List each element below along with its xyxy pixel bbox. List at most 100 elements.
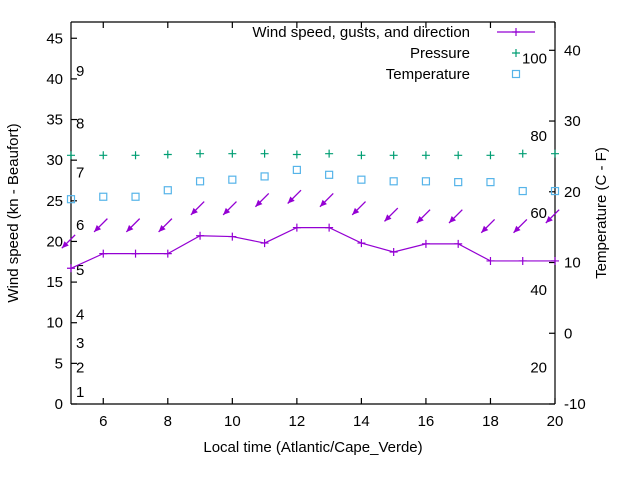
beaufort-label-3: 3 <box>76 335 84 352</box>
y2-tick-label--10: -10 <box>564 396 586 413</box>
wind-direction-arrow-head <box>61 241 69 249</box>
wind-speed-point <box>67 264 75 273</box>
wind-direction-arrow-head <box>223 207 231 215</box>
pressure-point <box>196 149 205 158</box>
temperature-point <box>228 175 237 184</box>
y-tick-label-30: 30 <box>46 152 63 169</box>
pressure-axis-label-60: 60 <box>530 205 547 222</box>
y-tick-label-5: 5 <box>55 355 63 372</box>
temperature-point <box>99 192 108 201</box>
wind-speed-point <box>228 232 237 241</box>
legend-label-2: Temperature <box>386 66 470 83</box>
pressure-point <box>131 151 140 160</box>
x-tick-label-14: 14 <box>353 413 370 430</box>
pressure-point <box>421 151 430 160</box>
legend-sample-marker-2 <box>511 69 521 79</box>
wind-speed-point <box>518 256 527 265</box>
temperature-point <box>163 186 172 195</box>
wind-speed-point <box>421 239 430 248</box>
temperature-point <box>195 177 205 186</box>
wind-direction-arrow-head <box>416 216 424 224</box>
wind-speed-point <box>486 256 495 265</box>
temperature-point <box>421 177 431 186</box>
beaufort-label-5: 5 <box>76 262 84 279</box>
pressure-point <box>325 149 334 158</box>
pressure-point <box>486 151 495 160</box>
wind-direction-arrow-head <box>126 224 134 232</box>
wind-direction-arrow-head <box>158 224 166 232</box>
wind-speed-point <box>196 231 205 240</box>
legend-sample-marker-1 <box>512 49 520 57</box>
x-tick-label-20: 20 <box>547 413 564 430</box>
wind-speed-point <box>99 249 108 258</box>
beaufort-label-2: 2 <box>76 359 84 376</box>
temperature-point <box>486 178 495 187</box>
plot-border <box>70 21 556 405</box>
x-tick-label-18: 18 <box>482 413 499 430</box>
wind-speed-point <box>454 239 463 248</box>
wind-direction-arrow-head <box>384 214 392 222</box>
temperature-point <box>357 175 366 184</box>
pressure-point <box>260 149 269 158</box>
wind-direction-arrow-head <box>513 225 521 233</box>
wind-direction-arrow-head <box>352 207 360 215</box>
legend-label-1: Pressure <box>410 45 470 62</box>
wind-speed-point <box>551 256 559 265</box>
x-axis-title: Local time (Atlantic/Cape_Verde) <box>203 439 422 456</box>
wind-speed-point <box>131 249 140 258</box>
temperature-point <box>389 177 398 186</box>
temperature-point <box>454 178 463 187</box>
x-tick-label-12: 12 <box>289 413 306 430</box>
y2-tick-label-0: 0 <box>564 325 572 342</box>
wind-speed-line <box>70 227 555 269</box>
beaufort-label-8: 8 <box>76 116 84 133</box>
wind-speed-point <box>389 248 398 257</box>
pressure-axis-label-20: 20 <box>530 359 547 376</box>
y-axis-title: Wind speed (kn - Beaufort) <box>5 123 22 302</box>
pressure-point <box>163 150 172 159</box>
x-tick-label-16: 16 <box>418 413 435 430</box>
wind-speed-point <box>163 249 172 258</box>
x-tick-label-8: 8 <box>164 413 172 430</box>
temperature-point <box>131 192 140 201</box>
wind-direction-arrow-head <box>255 199 263 207</box>
wind-speed-point <box>292 223 301 232</box>
temperature-point <box>66 195 76 204</box>
wind-direction-arrow-head <box>319 199 327 207</box>
pressure-point <box>518 149 527 158</box>
pressure-point <box>454 151 463 160</box>
legend-sample-marker-0 <box>512 28 520 36</box>
y-tick-label-25: 25 <box>46 193 63 210</box>
pressure-axis-label-100: 100 <box>522 51 547 68</box>
y2-tick-label-40: 40 <box>564 42 581 59</box>
y2-tick-label-20: 20 <box>564 184 581 201</box>
beaufort-label-4: 4 <box>76 307 84 324</box>
y-tick-label-0: 0 <box>55 396 63 413</box>
pressure-point <box>551 149 559 158</box>
wind-direction-arrow-head <box>449 216 457 224</box>
beaufort-label-9: 9 <box>76 63 84 80</box>
pressure-point <box>228 149 237 158</box>
wind-direction-arrow-head <box>481 225 489 233</box>
x-tick-label-6: 6 <box>99 413 107 430</box>
legend-label-0: Wind speed, gusts, and direction <box>252 24 470 41</box>
y-tick-label-15: 15 <box>46 274 63 291</box>
pressure-axis-label-80: 80 <box>530 128 547 145</box>
x-tick-label-10: 10 <box>224 413 241 430</box>
temperature-point <box>518 186 527 196</box>
y2-tick-label-10: 10 <box>564 255 581 272</box>
pressure-point <box>389 151 398 160</box>
beaufort-label-7: 7 <box>76 164 84 181</box>
y2-tick-label-30: 30 <box>564 113 581 130</box>
beaufort-label-6: 6 <box>76 217 84 234</box>
pressure-point <box>357 151 366 160</box>
pressure-point <box>99 151 108 160</box>
wind-speed-point <box>260 239 269 248</box>
temperature-point <box>292 165 301 175</box>
y-tick-label-40: 40 <box>46 71 63 88</box>
temperature-point <box>325 170 334 179</box>
temperature-point <box>550 186 560 196</box>
wind-speed-point <box>357 239 366 248</box>
y-tick-label-35: 35 <box>46 112 63 129</box>
